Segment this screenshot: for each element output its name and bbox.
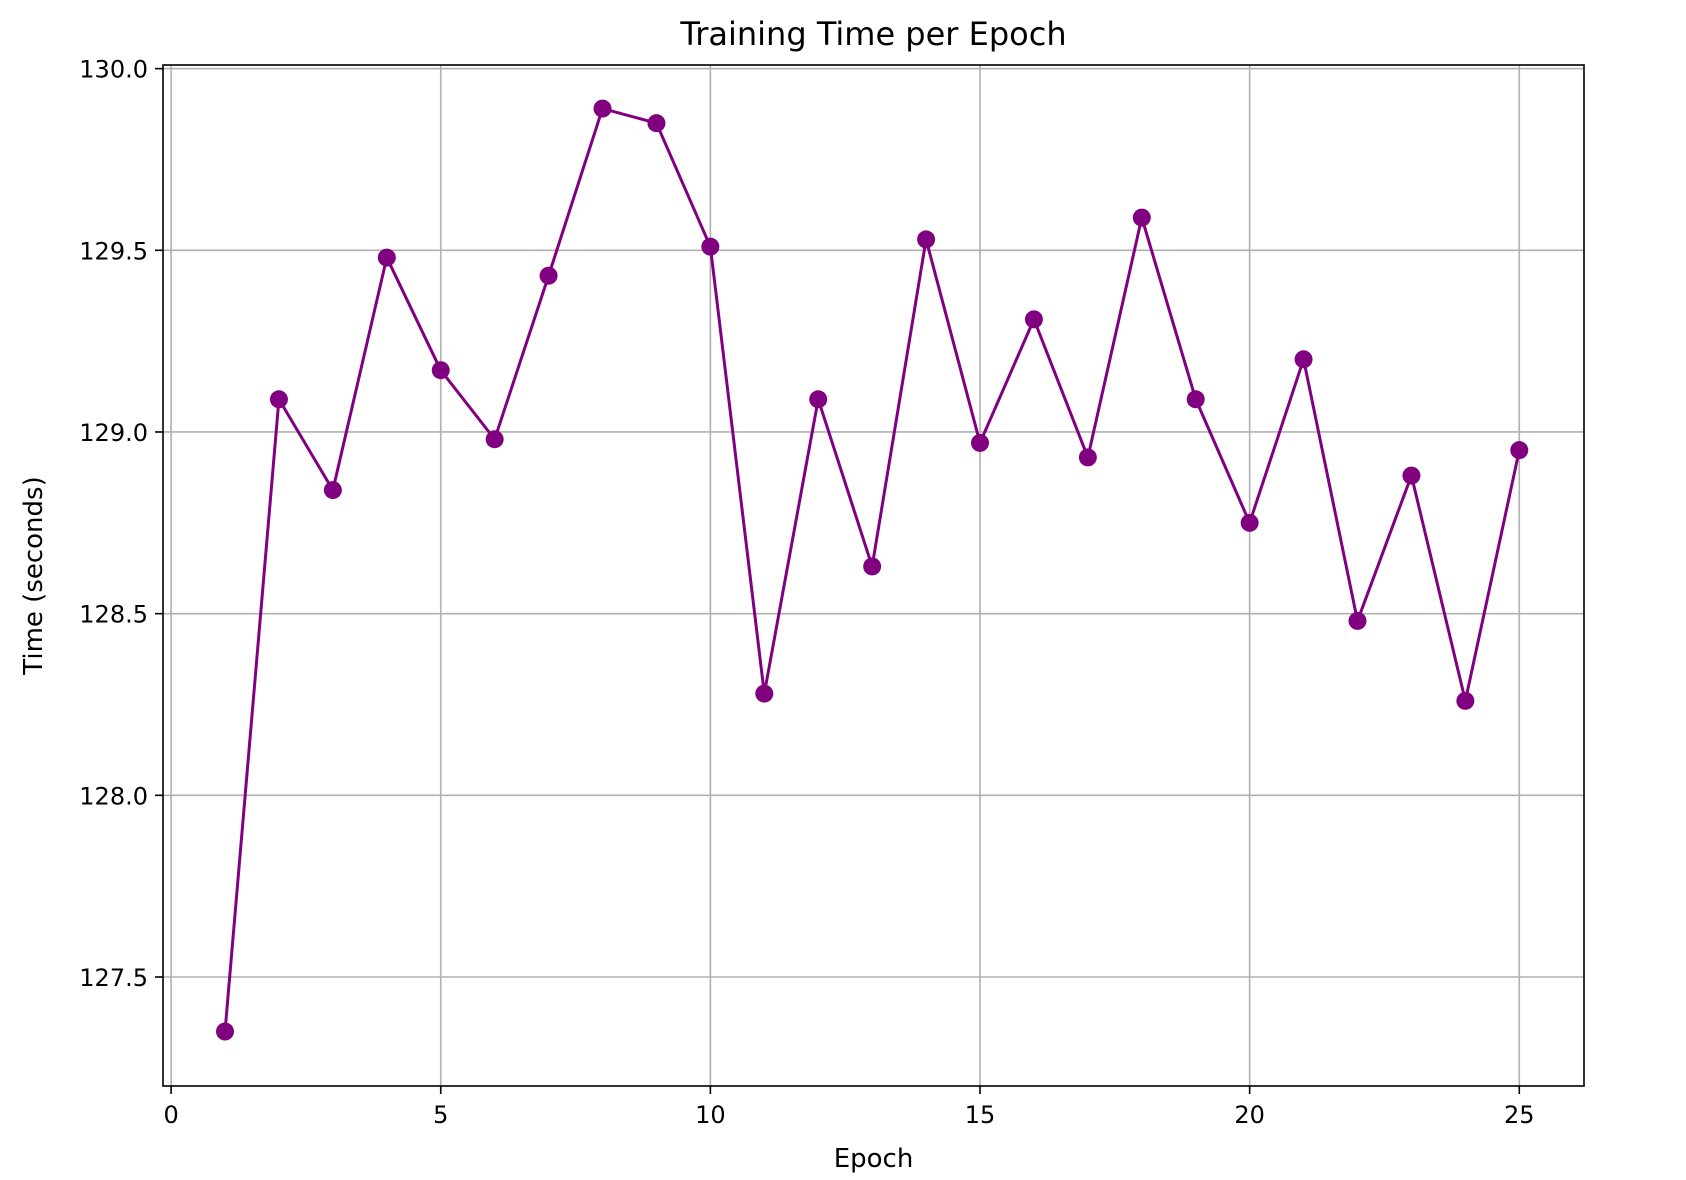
x-tick-label: 5 (433, 1101, 448, 1129)
data-point (377, 248, 396, 267)
data-point (1240, 513, 1259, 532)
data-point (1510, 441, 1529, 460)
data-point (863, 557, 882, 576)
x-tick-label: 15 (965, 1101, 996, 1129)
y-tick-label: 127.5 (79, 964, 148, 992)
plot-frame (162, 64, 1585, 1087)
data-point (323, 481, 342, 500)
x-tick-label: 20 (1234, 1101, 1265, 1129)
data-point (593, 99, 612, 118)
y-axis-label: Time (seconds) (19, 476, 49, 675)
data-point (1024, 310, 1043, 329)
data-point (1294, 350, 1313, 369)
data-point (1456, 691, 1475, 710)
grid (163, 65, 1584, 1086)
x-tick-label: 0 (163, 1101, 178, 1129)
data-point (917, 230, 936, 249)
data-point (1402, 466, 1421, 485)
x-axis-label: Epoch (834, 1144, 914, 1174)
series (216, 99, 1529, 1041)
x-tick-label: 10 (695, 1101, 726, 1129)
y-tick-label: 129.0 (79, 419, 148, 447)
data-point (755, 684, 774, 703)
data-point (485, 430, 504, 449)
data-point (701, 237, 720, 256)
data-point (216, 1022, 235, 1041)
data-point (1186, 390, 1205, 409)
data-point (539, 266, 558, 285)
x-tick-label: 25 (1504, 1101, 1535, 1129)
series-layer (216, 99, 1529, 1041)
y-tick-label: 130.0 (79, 56, 148, 84)
y-tick-label: 128.5 (79, 601, 148, 629)
data-point (269, 390, 288, 409)
x-axis-ticks: 0 5 10 15 20 25 (163, 1086, 1535, 1129)
data-point (971, 433, 990, 452)
chart-title: Training Time per Epoch (679, 15, 1066, 53)
data-point (647, 114, 666, 133)
y-axis-ticks: 127.5 128.0 128.5 129.0 129.5 130.0 (79, 56, 163, 992)
y-tick-label: 128.0 (79, 782, 148, 810)
data-point (809, 390, 828, 409)
data-point (1348, 611, 1367, 630)
data-point (1078, 448, 1097, 467)
y-tick-label: 129.5 (79, 237, 148, 265)
data-point (1132, 208, 1151, 227)
data-point (431, 361, 450, 380)
